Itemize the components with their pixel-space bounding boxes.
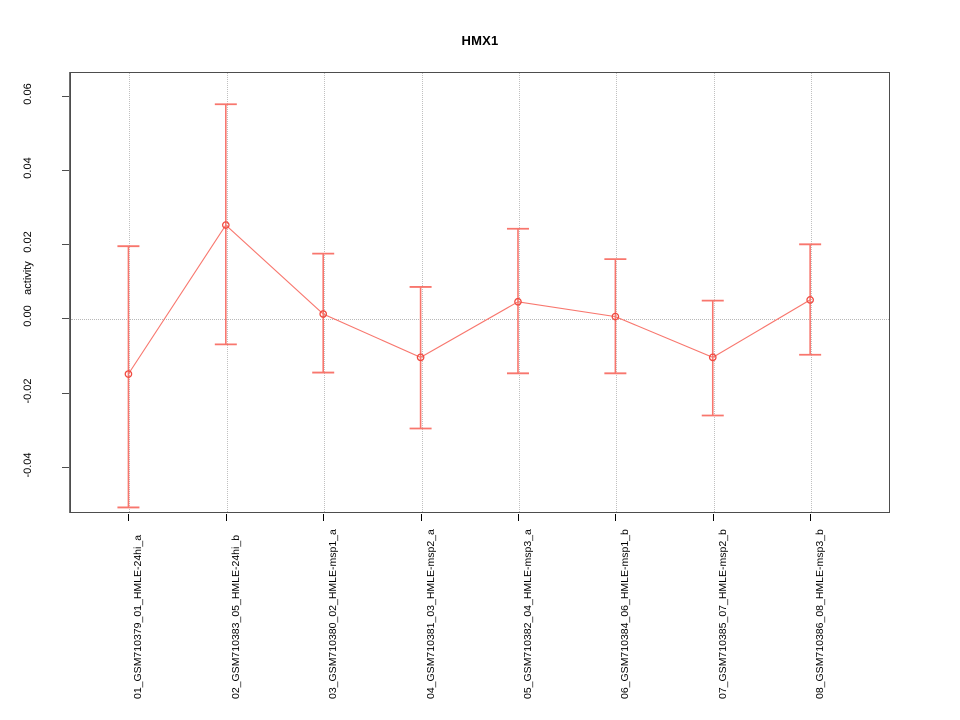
- x-axis-tick: [810, 514, 811, 521]
- x-axis-tick-label: 03_GSM710380_02_HMLE-msp1_a: [327, 529, 340, 699]
- x-axis-tick: [518, 514, 519, 521]
- x-axis-tick-label: 04_GSM710381_03_HMLE-msp2_a: [424, 529, 437, 699]
- vertical-gridline: [324, 73, 326, 512]
- x-axis-tick: [226, 514, 227, 521]
- x-axis-tick-label: 06_GSM710384_06_HMLE-msp1_b: [619, 529, 632, 699]
- x-axis-tick-label: 08_GSM710386_08_HMLE-msp3_b: [814, 529, 827, 699]
- x-axis-tick-label: 02_GSM710383_05_HMLE-24hi_b: [229, 534, 242, 699]
- y-axis-line: [69, 72, 70, 513]
- y-axis-tick: [62, 318, 69, 319]
- vertical-gridline: [811, 73, 813, 512]
- y-axis-tick: [62, 96, 69, 97]
- x-axis-tick-label: 05_GSM710382_04_HMLE-msp3_a: [521, 529, 534, 699]
- y-axis-tick-label: 0.00: [22, 305, 34, 328]
- vertical-gridline: [226, 73, 228, 512]
- vertical-gridline: [129, 73, 131, 512]
- x-axis-tick-label: 07_GSM710385_07_HMLE-msp2_b: [716, 529, 729, 699]
- vertical-gridline: [518, 73, 520, 512]
- vertical-gridline: [713, 73, 715, 512]
- x-axis-tick-label: 01_GSM710379_01_HMLE-24hi_a: [132, 534, 145, 699]
- y-axis-tick: [62, 244, 69, 245]
- x-axis-tick: [323, 514, 324, 521]
- y-axis-tick-label: 0.06: [22, 83, 34, 105]
- vertical-gridline: [421, 73, 423, 512]
- y-axis-tick: [62, 393, 69, 394]
- plot-area: [70, 72, 890, 513]
- page-title: HMX1: [461, 33, 499, 48]
- y-axis-tick: [62, 170, 69, 171]
- y-axis-tick-label: 0.04: [22, 157, 34, 179]
- vertical-gridline: [616, 73, 618, 512]
- y-axis-tick-label: 0.02: [22, 231, 34, 254]
- x-axis-tick: [615, 514, 616, 521]
- y-axis-tick: [62, 467, 69, 468]
- x-axis-tick: [128, 514, 129, 521]
- x-axis-tick: [713, 514, 714, 521]
- x-axis-tick: [421, 514, 422, 521]
- plot-inner: [71, 73, 889, 512]
- zero-gridline: [71, 319, 889, 321]
- y-axis-tick-label: -0.04: [22, 452, 34, 478]
- y-axis-tick-label: -0.02: [22, 378, 34, 404]
